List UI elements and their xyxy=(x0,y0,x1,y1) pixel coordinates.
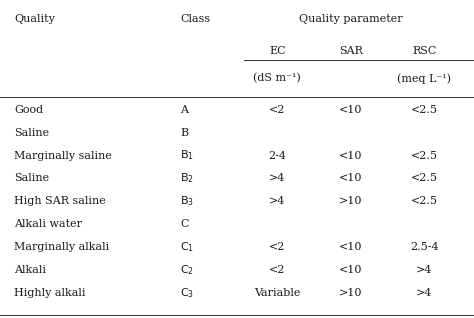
Text: (meq L⁻¹): (meq L⁻¹) xyxy=(397,73,451,84)
Text: Alkali: Alkali xyxy=(14,265,46,275)
Text: Variable: Variable xyxy=(254,288,301,298)
Text: >10: >10 xyxy=(339,288,363,298)
Text: >4: >4 xyxy=(269,173,285,183)
Text: 2-4: 2-4 xyxy=(268,150,286,161)
Text: Class: Class xyxy=(180,14,210,24)
Text: <2.5: <2.5 xyxy=(411,150,438,161)
Text: >10: >10 xyxy=(339,196,363,206)
Text: 2.5-4: 2.5-4 xyxy=(410,242,438,252)
Text: <10: <10 xyxy=(339,173,363,183)
Text: (dS m⁻¹): (dS m⁻¹) xyxy=(254,73,301,83)
Text: >4: >4 xyxy=(416,288,432,298)
Text: <2.5: <2.5 xyxy=(411,105,438,115)
Text: >4: >4 xyxy=(269,196,285,206)
Text: <10: <10 xyxy=(339,242,363,252)
Text: Highly alkali: Highly alkali xyxy=(14,288,86,298)
Text: Good: Good xyxy=(14,105,43,115)
Text: C$_2$: C$_2$ xyxy=(180,263,194,277)
Text: <2: <2 xyxy=(269,242,285,252)
Text: <10: <10 xyxy=(339,265,363,275)
Text: Quality parameter: Quality parameter xyxy=(299,14,402,24)
Text: <10: <10 xyxy=(339,105,363,115)
Text: A: A xyxy=(180,105,188,115)
Text: B: B xyxy=(180,128,188,138)
Text: Marginally alkali: Marginally alkali xyxy=(14,242,109,252)
Text: Saline: Saline xyxy=(14,173,49,183)
Text: Marginally saline: Marginally saline xyxy=(14,150,112,161)
Text: SAR: SAR xyxy=(339,46,363,56)
Text: Alkali water: Alkali water xyxy=(14,219,82,229)
Text: B$_2$: B$_2$ xyxy=(180,171,194,185)
Text: C: C xyxy=(180,219,189,229)
Text: Saline: Saline xyxy=(14,128,49,138)
Text: <2: <2 xyxy=(269,105,285,115)
Text: <2.5: <2.5 xyxy=(411,196,438,206)
Text: B$_3$: B$_3$ xyxy=(180,194,194,208)
Text: Quality: Quality xyxy=(14,14,55,24)
Text: >4: >4 xyxy=(416,265,432,275)
Text: <2.5: <2.5 xyxy=(411,173,438,183)
Text: <10: <10 xyxy=(339,150,363,161)
Text: C$_1$: C$_1$ xyxy=(180,240,194,254)
Text: C$_3$: C$_3$ xyxy=(180,286,194,300)
Text: High SAR saline: High SAR saline xyxy=(14,196,106,206)
Text: RSC: RSC xyxy=(412,46,437,56)
Text: EC: EC xyxy=(269,46,286,56)
Text: <2: <2 xyxy=(269,265,285,275)
Text: B$_1$: B$_1$ xyxy=(180,149,194,162)
